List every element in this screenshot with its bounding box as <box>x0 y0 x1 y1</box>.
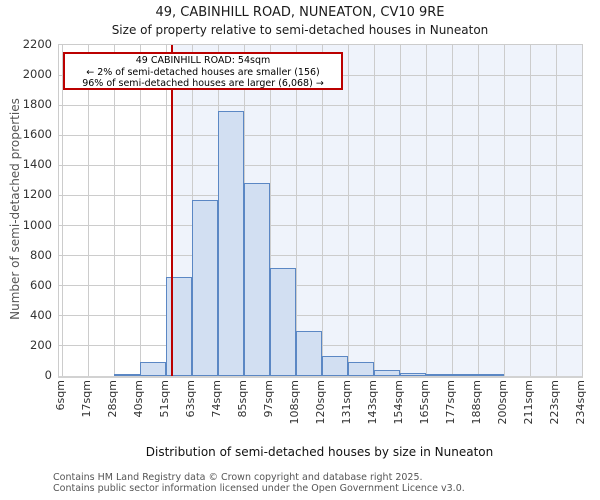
histogram-bar <box>348 362 375 376</box>
x-tick-label: 154sqm <box>392 380 406 425</box>
vertical-gridline <box>555 45 557 376</box>
y-tick-label: 1800 <box>22 97 52 112</box>
x-tick-label: 97sqm <box>262 380 276 418</box>
vertical-gridline <box>61 45 63 376</box>
x-tick-label: 234sqm <box>574 380 587 425</box>
y-tick-label: 400 <box>30 307 52 322</box>
x-tick-label: 28sqm <box>106 380 120 418</box>
x-tick-label: 74sqm <box>210 380 224 418</box>
x-tick-label: 51sqm <box>158 380 172 418</box>
vertical-gridline <box>477 45 479 376</box>
x-tick-label: 40sqm <box>132 380 146 418</box>
histogram-bar <box>426 374 453 376</box>
vertical-gridline <box>581 45 583 376</box>
y-tick-label: 1600 <box>22 127 52 142</box>
y-tick-label: 200 <box>30 337 52 352</box>
footer-attribution-line-1: Contains HM Land Registry data © Crown c… <box>53 472 423 483</box>
vertical-gridline <box>373 45 375 376</box>
x-tick-label: 143sqm <box>366 380 380 425</box>
annotation-line-1: 49 CABINHILL ROAD: 54sqm <box>135 55 271 66</box>
vertical-gridline <box>399 45 401 376</box>
horizontal-gridline <box>59 104 582 106</box>
histogram-bar <box>166 276 193 376</box>
horizontal-gridline <box>59 164 582 166</box>
y-tick-label: 1400 <box>22 157 52 172</box>
annotation-line-2: ← 2% of semi-detached houses are smaller… <box>86 66 320 78</box>
histogram-bar <box>192 199 219 376</box>
horizontal-gridline <box>59 315 582 317</box>
vertical-gridline <box>269 45 271 376</box>
x-tick-label: 108sqm <box>288 380 302 425</box>
histogram-bar <box>322 356 349 376</box>
x-tick-label: 188sqm <box>470 380 484 425</box>
horizontal-gridline <box>59 285 582 287</box>
histogram-bar <box>114 374 141 376</box>
horizontal-gridline <box>59 134 582 136</box>
x-tick-label: 85sqm <box>236 380 250 418</box>
histogram-bar <box>218 111 245 376</box>
y-tick-label: 600 <box>30 277 52 292</box>
vertical-gridline <box>347 45 349 376</box>
vertical-gridline <box>87 45 89 376</box>
vertical-gridline <box>425 45 427 376</box>
y-tick-label: 2200 <box>22 37 52 51</box>
footer-attribution-line-2: Contains public sector information licen… <box>53 483 465 494</box>
vertical-gridline <box>113 45 115 376</box>
histogram-bar <box>296 330 323 376</box>
vertical-gridline <box>451 45 453 376</box>
x-tick-label: 17sqm <box>80 380 94 418</box>
x-tick-label: 120sqm <box>314 380 328 425</box>
x-tick-label: 200sqm <box>496 380 510 425</box>
y-tick-label: 0 <box>44 368 52 382</box>
horizontal-gridline <box>59 194 582 196</box>
histogram-bar <box>374 369 401 376</box>
y-tick-label: 2000 <box>22 67 52 82</box>
vertical-gridline <box>139 45 141 376</box>
x-tick-label: 63sqm <box>184 380 198 418</box>
x-tick-label: 211sqm <box>522 380 536 425</box>
x-tick-label: 177sqm <box>444 380 458 425</box>
horizontal-gridline <box>59 225 582 227</box>
x-axis-title: Distribution of semi-detached houses by … <box>145 445 494 459</box>
horizontal-gridline <box>59 255 582 257</box>
property-size-marker-line <box>170 45 173 376</box>
y-tick-label: 1200 <box>22 187 52 202</box>
annotation-line-3: 96% of semi-detached houses are larger (… <box>82 78 324 89</box>
x-tick-label: 6sqm <box>54 380 68 411</box>
vertical-gridline <box>321 45 323 376</box>
x-tick-label: 165sqm <box>418 380 432 425</box>
histogram-bar <box>140 362 167 376</box>
chart-subtitle: Size of property relative to semi-detach… <box>111 23 489 37</box>
histogram-bar <box>478 374 505 376</box>
vertical-gridline <box>295 45 297 376</box>
vertical-gridline <box>165 45 167 376</box>
y-tick-label: 800 <box>30 247 52 262</box>
vertical-gridline <box>503 45 505 376</box>
histogram-bar <box>452 374 479 376</box>
histogram-bar <box>400 373 427 376</box>
chart-title: 49, CABINHILL ROAD, NUNEATON, CV10 9RE <box>155 5 445 20</box>
vertical-gridline <box>529 45 531 376</box>
x-tick-label: 131sqm <box>340 380 354 425</box>
y-tick-label: 1000 <box>22 217 52 232</box>
annotation-box: 49 CABINHILL ROAD: 54sqm ← 2% of semi-de… <box>63 52 343 90</box>
histogram-bar <box>244 183 271 376</box>
x-tick-label: 223sqm <box>548 380 562 425</box>
histogram-bar <box>270 267 297 376</box>
plot-area: 49 CABINHILL ROAD: 54sqm ← 2% of semi-de… <box>58 44 583 378</box>
